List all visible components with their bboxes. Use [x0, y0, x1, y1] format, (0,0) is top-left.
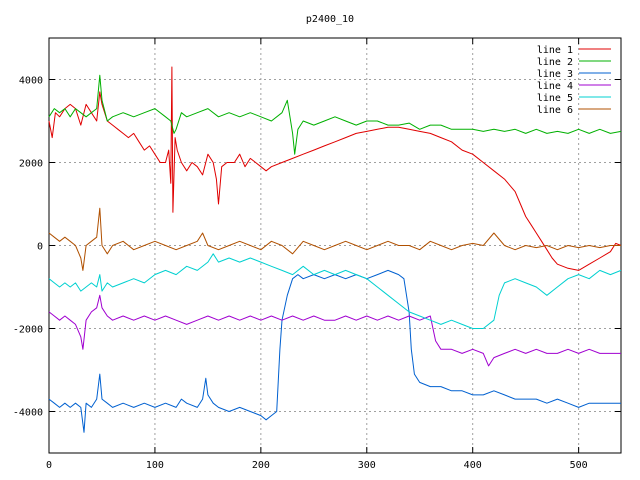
series-line-1 [48, 66, 622, 271]
x-tick-label: 0 [46, 460, 52, 471]
legend-label-2: line 2 [537, 57, 573, 68]
chart-title: p2400_10 [306, 14, 354, 25]
legend-label-1: line 1 [537, 45, 573, 56]
y-tick-label: -4000 [13, 408, 43, 419]
series-group [48, 66, 622, 433]
legend-label-4: line 4 [537, 81, 573, 92]
x-tick-label: 400 [464, 460, 482, 471]
x-tick-label: 100 [146, 460, 164, 471]
series-line-3 [48, 269, 621, 433]
y-tick-label: 4000 [19, 76, 43, 87]
y-tick-label: 2000 [19, 159, 43, 170]
y-tick-label: 0 [37, 242, 43, 253]
x-tick-label: 200 [252, 460, 270, 471]
series-line-4 [48, 294, 621, 367]
y-axis: -4000 -2000 0 2000 4000 [13, 76, 621, 419]
x-tick-label: 300 [358, 460, 376, 471]
legend-label-6: line 6 [537, 105, 573, 116]
x-axis: 0 100 200 300 400 500 [46, 38, 588, 471]
legend-label-3: line 3 [537, 69, 573, 80]
series-line-2 [48, 74, 622, 155]
y-tick-label: -2000 [13, 325, 43, 336]
x-tick-label: 500 [570, 460, 588, 471]
series-line-6 [48, 207, 621, 271]
legend-label-5: line 5 [537, 93, 573, 104]
series-line-5 [48, 253, 622, 329]
